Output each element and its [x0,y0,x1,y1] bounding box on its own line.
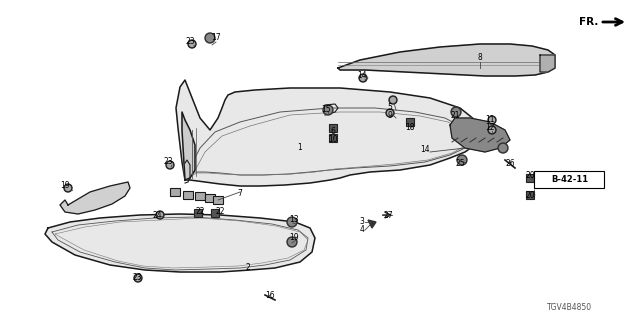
Text: 23: 23 [132,274,142,283]
Text: 20: 20 [525,171,535,180]
Circle shape [360,76,365,81]
Bar [194,209,202,217]
Text: 15: 15 [321,106,331,115]
Text: 6: 6 [331,127,335,137]
Circle shape [390,98,396,102]
Polygon shape [450,118,510,152]
Text: 13: 13 [289,215,299,225]
Text: 3: 3 [360,218,364,227]
Circle shape [323,105,333,115]
Circle shape [157,212,163,218]
Circle shape [287,217,297,227]
Text: 2: 2 [246,263,250,273]
Circle shape [458,156,465,164]
Circle shape [205,33,215,43]
Polygon shape [60,182,130,214]
Circle shape [488,116,496,124]
Circle shape [168,163,173,167]
Text: 5: 5 [388,102,392,111]
Polygon shape [182,112,195,180]
Bar [183,191,193,199]
Text: TGV4B4850: TGV4B4850 [547,303,593,313]
Bar [329,124,337,132]
Circle shape [490,117,495,123]
Text: 20: 20 [525,190,535,199]
Polygon shape [338,44,555,76]
Bar [170,188,180,196]
Bar [195,192,205,200]
Circle shape [289,219,296,226]
Circle shape [188,40,196,48]
Bar [329,134,337,142]
Text: 19: 19 [289,234,299,243]
Text: 1: 1 [298,143,302,153]
Text: 4: 4 [360,226,364,235]
Text: B-42-11: B-42-11 [552,175,589,185]
Text: 24: 24 [152,211,162,220]
Bar [205,194,215,202]
Circle shape [289,238,296,245]
Text: 14: 14 [357,70,367,79]
Circle shape [490,127,495,132]
Circle shape [324,107,332,114]
Text: 22: 22 [215,207,225,217]
Circle shape [499,145,506,151]
Circle shape [359,74,367,82]
Bar [211,209,219,217]
Bar [213,196,223,204]
Text: 10: 10 [328,135,338,145]
Text: 16: 16 [265,291,275,300]
Text: 8: 8 [477,53,483,62]
Text: 12: 12 [485,124,495,132]
Bar [406,118,414,126]
Text: 25: 25 [455,158,465,167]
Text: 17: 17 [211,34,221,43]
Text: 7: 7 [237,188,243,197]
Text: 26: 26 [505,158,515,167]
Circle shape [134,274,142,282]
Text: 23: 23 [163,157,173,166]
Polygon shape [45,214,315,272]
Circle shape [287,237,297,247]
Text: 23: 23 [185,37,195,46]
FancyBboxPatch shape [534,171,604,188]
Text: 22: 22 [195,207,205,217]
Circle shape [498,143,508,153]
Polygon shape [540,55,555,72]
Circle shape [65,186,70,190]
Text: 14: 14 [420,146,430,155]
Text: FR.: FR. [579,17,598,27]
Circle shape [189,42,195,46]
Circle shape [207,35,214,42]
Circle shape [64,184,72,192]
Text: 18: 18 [405,124,415,132]
Text: 27: 27 [383,211,393,220]
Circle shape [387,110,392,116]
Text: 9: 9 [388,110,392,119]
Circle shape [488,126,496,134]
Circle shape [457,155,467,165]
Text: 21: 21 [451,110,460,119]
Polygon shape [368,220,376,228]
Text: 11: 11 [485,116,495,124]
Bar [526,174,534,182]
Circle shape [156,211,164,219]
Circle shape [451,107,461,117]
Circle shape [166,161,174,169]
Circle shape [386,109,394,117]
Polygon shape [176,80,480,186]
Text: 19: 19 [60,180,70,189]
Circle shape [452,108,460,116]
Circle shape [136,276,141,281]
Circle shape [389,96,397,104]
Bar [526,191,534,199]
